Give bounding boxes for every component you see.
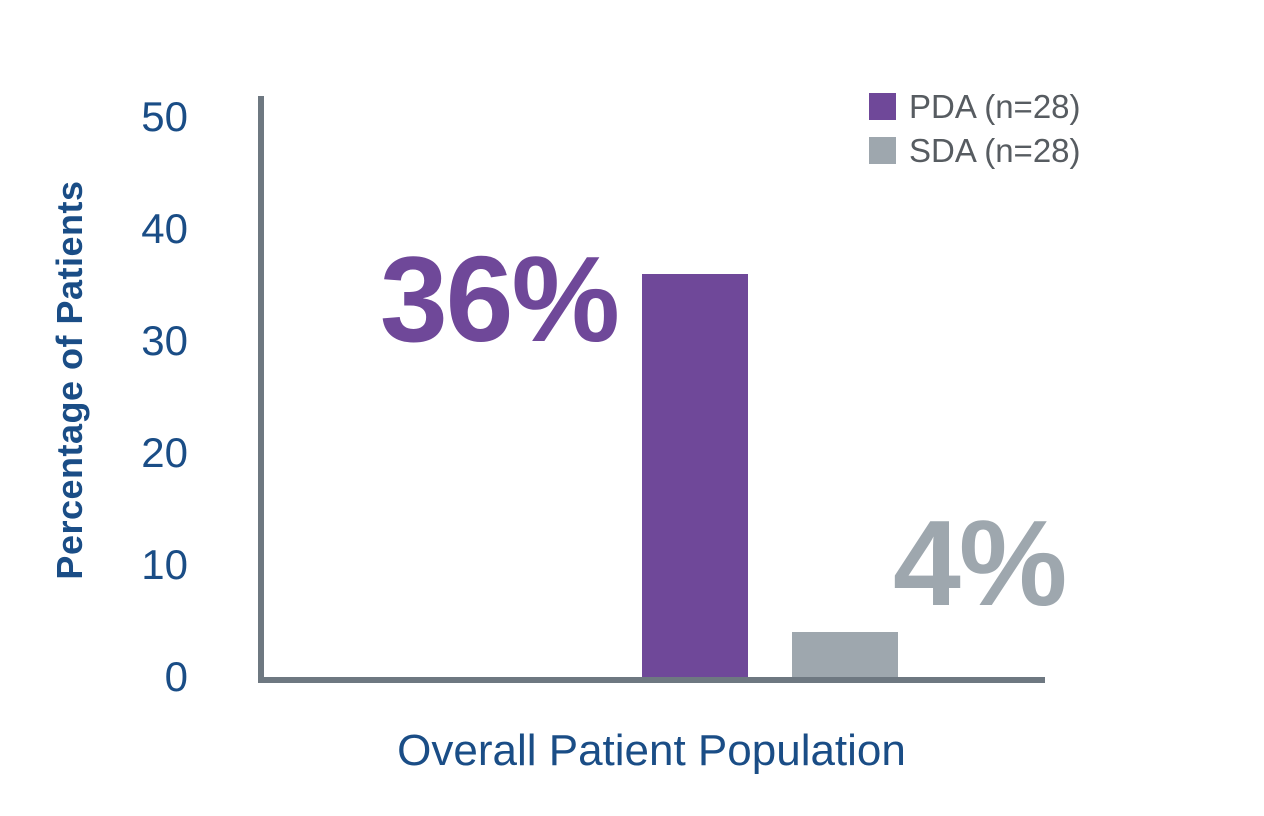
- sda-value-label: 4%: [893, 495, 1067, 631]
- y-axis-line: [258, 96, 264, 683]
- legend-label-sda: SDA (n=28): [909, 132, 1081, 169]
- legend: PDA (n=28) SDA (n=28): [869, 90, 1081, 167]
- y-tick-40: 40: [141, 205, 188, 252]
- y-tick-50: 50: [141, 93, 188, 140]
- y-tick-10: 10: [141, 541, 188, 588]
- y-tick-30: 30: [141, 317, 188, 364]
- x-axis-line: [258, 677, 1045, 683]
- pda-value-label: 36%: [379, 231, 620, 367]
- pda-swatch-icon: [869, 93, 896, 120]
- bar-sda: [792, 632, 898, 677]
- sda-swatch-icon: [869, 137, 896, 164]
- y-tick-0: 0: [164, 653, 188, 700]
- bar-pda: [642, 274, 748, 677]
- legend-label-pda: PDA (n=28): [909, 88, 1081, 125]
- y-tick-20: 20: [141, 429, 188, 476]
- legend-row-pda: PDA (n=28): [869, 90, 1081, 123]
- legend-row-sda: SDA (n=28): [869, 134, 1081, 167]
- x-axis-title: Overall Patient Population: [397, 726, 906, 775]
